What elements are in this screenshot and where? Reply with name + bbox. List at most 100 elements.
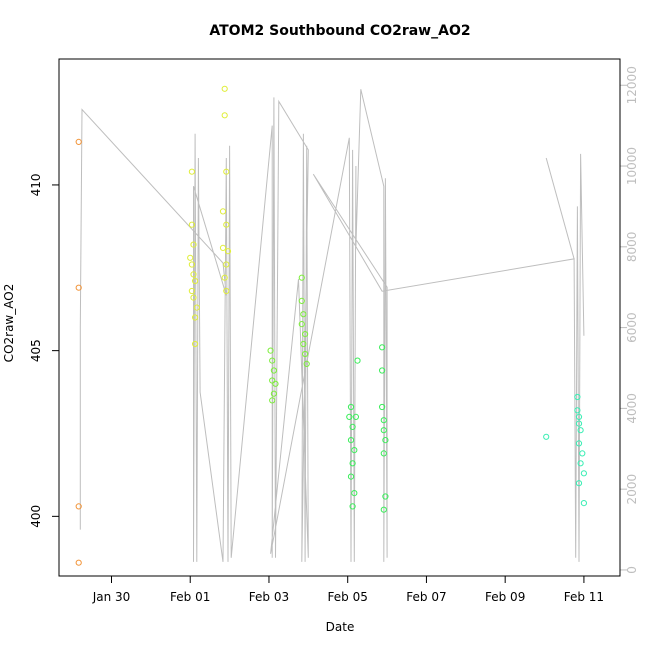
scatter-points-layer — [75, 85, 588, 566]
y2-tick-label: 10000 — [625, 147, 639, 185]
data-point — [269, 397, 276, 404]
data-point — [379, 367, 386, 374]
data-point — [188, 168, 195, 175]
data-point — [543, 433, 550, 440]
data-point — [223, 221, 230, 228]
data-point — [192, 314, 199, 321]
data-point — [380, 450, 387, 457]
data-point — [349, 460, 356, 467]
data-point — [574, 407, 581, 414]
data-point — [272, 380, 279, 387]
x-tick-label: Feb 09 — [485, 590, 525, 604]
data-point — [192, 277, 199, 285]
data-point — [190, 271, 197, 278]
data-point — [346, 413, 353, 420]
data-point — [188, 261, 195, 268]
data-point — [382, 493, 389, 500]
data-point — [75, 559, 82, 566]
data-point — [303, 360, 310, 367]
y-tick-label: 405 — [29, 339, 43, 362]
data-point — [221, 112, 228, 119]
data-point — [75, 138, 82, 145]
plot-frame — [58, 58, 621, 577]
x-tick-label: Feb 05 — [328, 590, 368, 604]
y-tick-label: 400 — [29, 505, 43, 528]
data-point — [575, 413, 583, 420]
data-point — [351, 447, 358, 454]
x-axis-label: Date — [326, 620, 355, 634]
data-point — [187, 254, 194, 261]
data-point — [224, 248, 232, 255]
data-point — [379, 403, 386, 411]
data-point — [380, 427, 387, 434]
x-tick-label: Jan 30 — [92, 590, 131, 604]
data-point — [298, 274, 305, 281]
data-point — [75, 503, 82, 510]
data-point — [190, 241, 197, 248]
data-point — [188, 287, 195, 295]
data-point — [223, 261, 230, 268]
y2-tick-label: 2000 — [625, 474, 639, 505]
data-point — [75, 284, 82, 291]
data-point — [352, 413, 359, 420]
data-point — [298, 297, 305, 304]
data-point — [579, 450, 586, 457]
data-point — [347, 473, 355, 480]
right-axis-line-layer — [79, 89, 585, 562]
data-point — [267, 347, 274, 354]
x-tick-label: Feb 03 — [249, 590, 289, 604]
data-point — [192, 340, 199, 348]
data-point — [347, 403, 355, 411]
y2-tick-label: 0 — [625, 566, 639, 574]
data-point — [300, 340, 307, 348]
data-point — [270, 367, 277, 374]
data-point — [577, 427, 584, 434]
data-point — [380, 506, 387, 513]
data-point — [219, 244, 227, 251]
data-point — [223, 287, 230, 295]
data-point — [188, 221, 195, 228]
data-point — [269, 357, 276, 364]
data-point — [349, 423, 356, 430]
data-point — [221, 85, 228, 92]
data-point — [577, 460, 584, 467]
y2-tick-label: 4000 — [625, 393, 639, 424]
data-point — [575, 420, 583, 427]
chart-title: ATOM2 Southbound CO2raw_AO2 — [209, 23, 470, 39]
data-point — [580, 470, 588, 477]
data-point — [190, 294, 197, 301]
data-point — [219, 208, 227, 215]
data-point — [574, 393, 581, 401]
data-point — [351, 490, 358, 497]
data-point — [221, 274, 228, 281]
x-tick-label: Feb 01 — [170, 590, 210, 604]
y-axis-label: CO2raw_AO2 — [2, 284, 16, 363]
y-tick-label: 410 — [29, 173, 43, 196]
data-point — [379, 344, 386, 351]
x-tick-label: Feb 11 — [564, 590, 604, 604]
x-tick-label: Feb 07 — [406, 590, 446, 604]
data-point — [302, 331, 309, 338]
data-point — [382, 437, 389, 444]
y2-tick-label: 8000 — [625, 232, 639, 263]
y2-tick-label: 12000 — [625, 66, 639, 104]
data-point — [580, 500, 588, 507]
data-point — [223, 168, 230, 175]
data-point — [349, 503, 356, 510]
data-point — [298, 321, 305, 328]
data-point — [270, 390, 277, 397]
data-point — [300, 311, 307, 318]
series-line-segment — [545, 157, 575, 260]
data-point — [302, 350, 309, 358]
data-point — [347, 437, 355, 444]
data-point — [354, 357, 361, 364]
y2-tick-label: 6000 — [625, 312, 639, 343]
data-point — [575, 480, 583, 487]
data-point — [269, 377, 276, 384]
data-point — [193, 304, 200, 311]
data-point — [380, 417, 387, 424]
series-line — [79, 89, 585, 562]
data-point — [575, 440, 583, 447]
